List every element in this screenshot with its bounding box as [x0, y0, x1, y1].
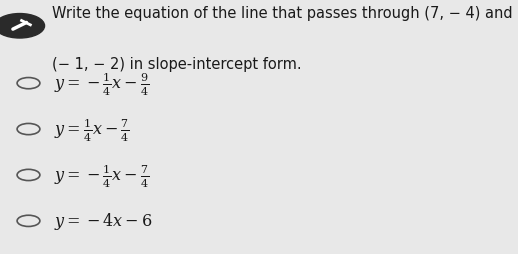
Text: Write the equation of the line that passes through (7, − 4) and: Write the equation of the line that pass…: [52, 6, 512, 21]
Text: $y = -\frac{1}{4}x - \frac{9}{4}$: $y = -\frac{1}{4}x - \frac{9}{4}$: [54, 70, 150, 97]
Text: $y = -4x - 6$: $y = -4x - 6$: [54, 211, 153, 231]
Text: $y = -\frac{1}{4}x - \frac{7}{4}$: $y = -\frac{1}{4}x - \frac{7}{4}$: [54, 162, 150, 189]
Text: (− 1, − 2) in slope-intercept form.: (− 1, − 2) in slope-intercept form.: [52, 57, 301, 72]
Circle shape: [0, 14, 45, 39]
Text: $y = \frac{1}{4}x - \frac{7}{4}$: $y = \frac{1}{4}x - \frac{7}{4}$: [54, 116, 130, 143]
